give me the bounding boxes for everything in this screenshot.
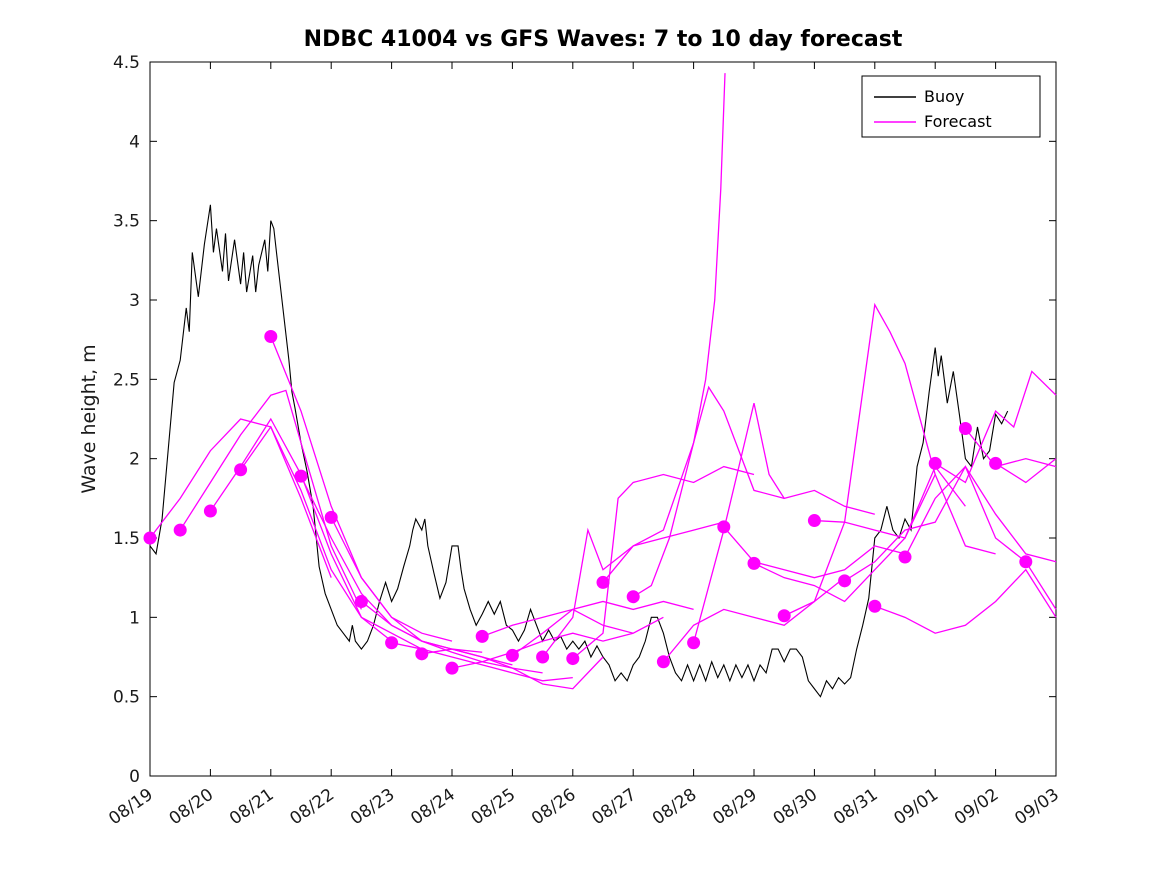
forecast-line — [179, 389, 362, 610]
forecast-start-marker — [656, 655, 670, 669]
x-tick-label: 08/22 — [286, 785, 338, 829]
y-tick-label: 0.5 — [113, 688, 140, 708]
forecast-line — [1025, 561, 1057, 610]
forecast-line — [330, 517, 513, 666]
x-tick-label: 08/24 — [407, 785, 459, 829]
x-tick-label: 08/23 — [347, 785, 399, 829]
chart-title: NDBC 41004 vs GFS Waves: 7 to 10 day for… — [304, 27, 903, 52]
x-tick-label: 08/27 — [588, 785, 640, 829]
y-tick-label: 1.5 — [113, 529, 140, 549]
forecast-start-marker — [928, 456, 942, 470]
forecast-start-marker — [717, 520, 731, 534]
y-tick-label: 2.5 — [113, 370, 140, 390]
plot-box — [149, 61, 1057, 777]
forecast-start-marker — [626, 590, 640, 604]
forecast-start-marker — [777, 609, 791, 623]
forecast-start-marker — [234, 463, 248, 477]
y-axis-label: Wave height, m — [78, 344, 100, 493]
forecast-line — [542, 521, 724, 658]
x-tick-label: 08/20 — [166, 785, 218, 829]
x-tick-label: 09/01 — [890, 785, 942, 829]
forecast-start-marker — [294, 469, 308, 483]
forecast-line — [512, 600, 694, 656]
y-tick-label: 1 — [129, 608, 140, 628]
forecast-line — [692, 402, 875, 643]
forecast-start-marker — [898, 550, 912, 564]
forecast-line — [149, 418, 332, 578]
forecast-start-marker — [385, 636, 399, 650]
forecast-line — [904, 465, 1057, 563]
forecast-line — [814, 302, 996, 555]
forecast-start-marker — [475, 629, 489, 643]
forecast-start-marker — [505, 648, 519, 662]
y-tick-label: 3 — [129, 291, 140, 311]
forecast-start-marker — [958, 422, 972, 436]
y-tick-label: 3.5 — [113, 212, 140, 232]
forecast-line — [632, 73, 726, 598]
forecast-line — [602, 385, 785, 583]
forecast-start-marker — [838, 574, 852, 588]
forecast-line — [874, 568, 1057, 634]
x-tick-label: 08/25 — [468, 785, 520, 829]
forecast-line — [934, 370, 1057, 484]
forecast-start-marker — [566, 652, 580, 666]
forecast-line — [995, 458, 1057, 484]
y-tick-label: 4.5 — [113, 53, 140, 73]
plot-area: 08/19 08/20 08/21 08/22 08/23 08/24 08/25 08/26… — [105, 53, 1063, 829]
x-tick-label: 08/30 — [770, 785, 822, 829]
forecast-start-marker — [445, 661, 459, 675]
forecast-start-marker — [1019, 555, 1033, 569]
legend-box — [861, 75, 1041, 138]
forecast-start-marker — [264, 329, 278, 343]
x-tick-label: 09/03 — [1011, 785, 1063, 829]
forecast-start-marker — [173, 523, 187, 537]
legend: Buoy Forecast — [861, 75, 1041, 138]
x-tick-label: 08/31 — [830, 785, 882, 829]
y-tick-label: 0 — [129, 767, 140, 787]
x-tick-label: 08/28 — [649, 785, 701, 829]
forecast-start-marker — [989, 456, 1003, 470]
forecast-line — [481, 608, 664, 637]
forecast-start-marker — [596, 575, 610, 589]
forecast-start-marker — [203, 504, 217, 518]
forecast-start-marker — [687, 636, 701, 650]
x-tick-label: 08/29 — [709, 785, 761, 829]
x-tick-label: 08/21 — [226, 785, 278, 829]
forecast-line — [572, 465, 755, 660]
legend-item-label: Buoy — [924, 87, 964, 106]
forecast-start-marker — [536, 650, 550, 664]
forecast-start-marker — [807, 514, 821, 528]
forecast-start-marker — [354, 594, 368, 608]
forecast-line — [209, 417, 393, 642]
y-tick-label: 4 — [129, 132, 140, 152]
legend-item-label: Forecast — [924, 112, 992, 131]
forecast-start-marker — [324, 510, 338, 524]
forecast-start-marker — [747, 556, 761, 570]
x-tick-label: 09/02 — [951, 785, 1003, 829]
forecast-line — [844, 465, 1027, 582]
forecast-line — [421, 648, 604, 690]
x-tick-label: 08/26 — [528, 785, 580, 829]
forecast-start-marker — [415, 647, 429, 661]
forecast-start-marker — [143, 531, 157, 545]
forecast-line — [964, 428, 1057, 468]
forecast-line — [662, 577, 846, 663]
x-tick-label: 08/19 — [105, 785, 157, 829]
y-tick-label: 2 — [129, 450, 140, 470]
forecast-line — [240, 425, 423, 650]
forecast-start-marker — [868, 599, 882, 613]
forecast-line — [451, 632, 634, 669]
buoy-line — [149, 204, 1009, 698]
